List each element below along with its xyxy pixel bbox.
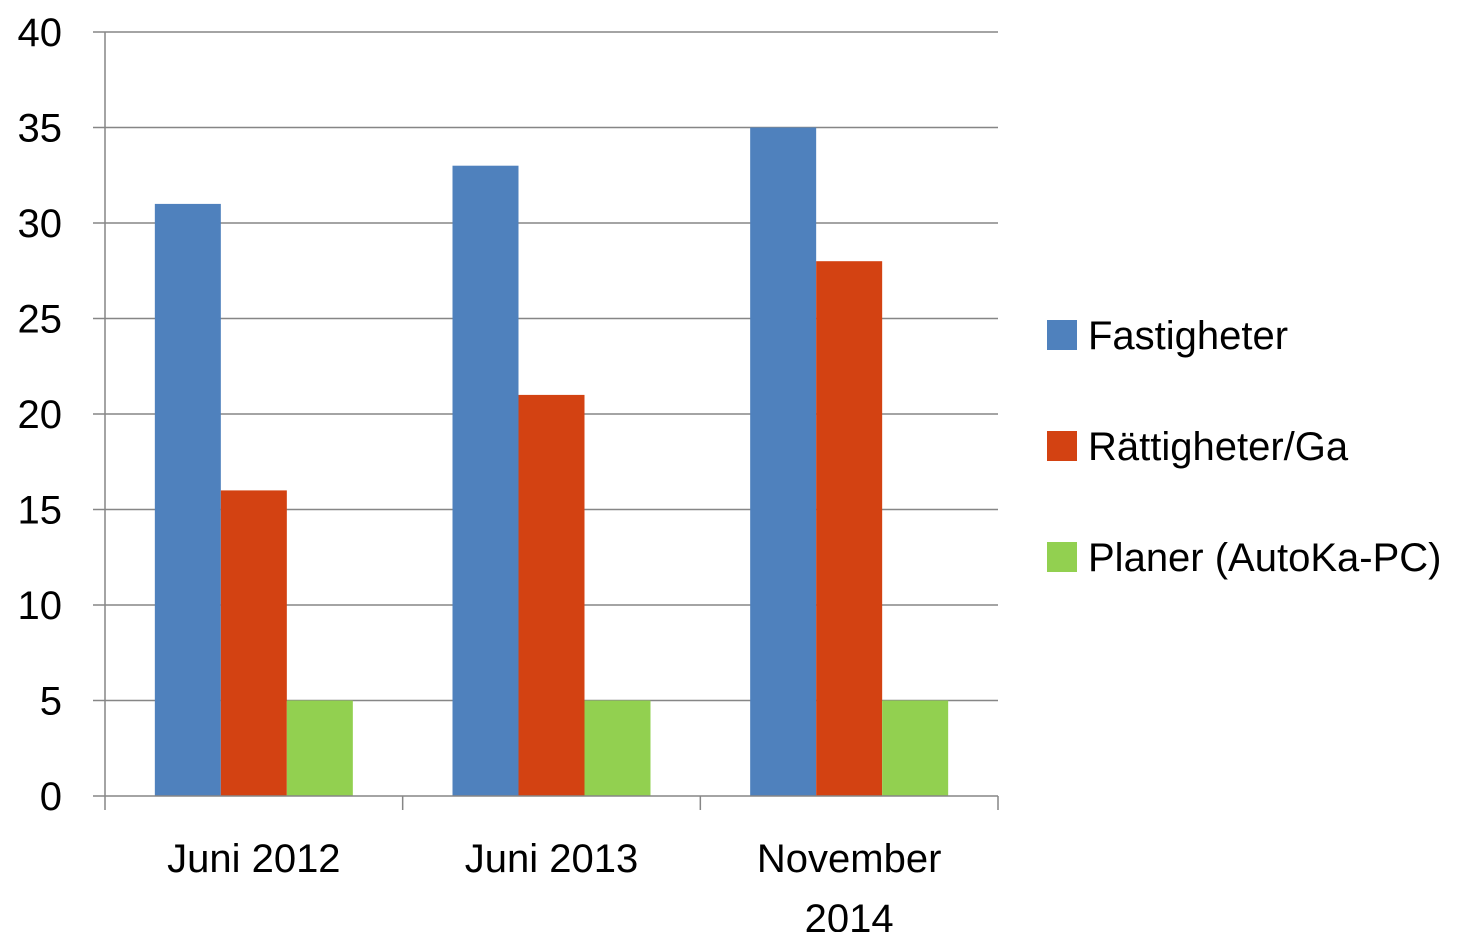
bar-r-ttigheter-ga-2	[518, 394, 585, 796]
bar-fastigheter-1	[154, 203, 221, 796]
legend: Fastigheter Rättigheter/Ga Planer (AutoKa-…	[1047, 314, 1441, 580]
y-tick-label: 5	[40, 680, 62, 724]
bar-fastigheter-3	[750, 127, 817, 796]
y-tick-label: 10	[18, 584, 63, 628]
legend-label: Planer (AutoKa-PC)	[1088, 536, 1441, 580]
bar-r-ttigheter-ga-3	[816, 261, 883, 796]
legend-swatch	[1047, 320, 1077, 350]
bar-planer-autoka-pc-3	[882, 700, 949, 796]
legend-swatch	[1047, 542, 1077, 572]
y-tick-label: 35	[18, 107, 63, 151]
x-tick-label: November	[757, 837, 942, 881]
y-tick-label: 30	[18, 202, 63, 246]
legend-label: Fastigheter	[1088, 314, 1288, 358]
x-tick-label: 2014	[805, 897, 894, 932]
x-tick-label: Juni 2012	[167, 837, 340, 881]
y-tick-label: 40	[18, 11, 63, 55]
x-tick-label: Juni 2013	[465, 837, 638, 881]
axes	[93, 31, 999, 810]
y-tick-label: 20	[18, 393, 63, 437]
x-axis-tick-labels: Juni 2012 Juni 2013 November 2014	[167, 837, 941, 932]
bar-r-ttigheter-ga-1	[220, 490, 287, 796]
y-tick-label: 0	[40, 775, 62, 819]
y-tick-label: 15	[18, 489, 63, 533]
bar-planer-autoka-pc-2	[584, 700, 651, 796]
legend-label: Rättigheter/Ga	[1088, 425, 1349, 469]
bar-fastigheter-2	[452, 165, 519, 796]
y-tick-label: 25	[18, 298, 63, 342]
bars	[154, 127, 949, 796]
legend-swatch	[1047, 431, 1077, 461]
bar-planer-autoka-pc-1	[286, 700, 353, 796]
y-axis-tick-labels: 0 5 10 15 20 25 30 35 40	[18, 11, 63, 819]
